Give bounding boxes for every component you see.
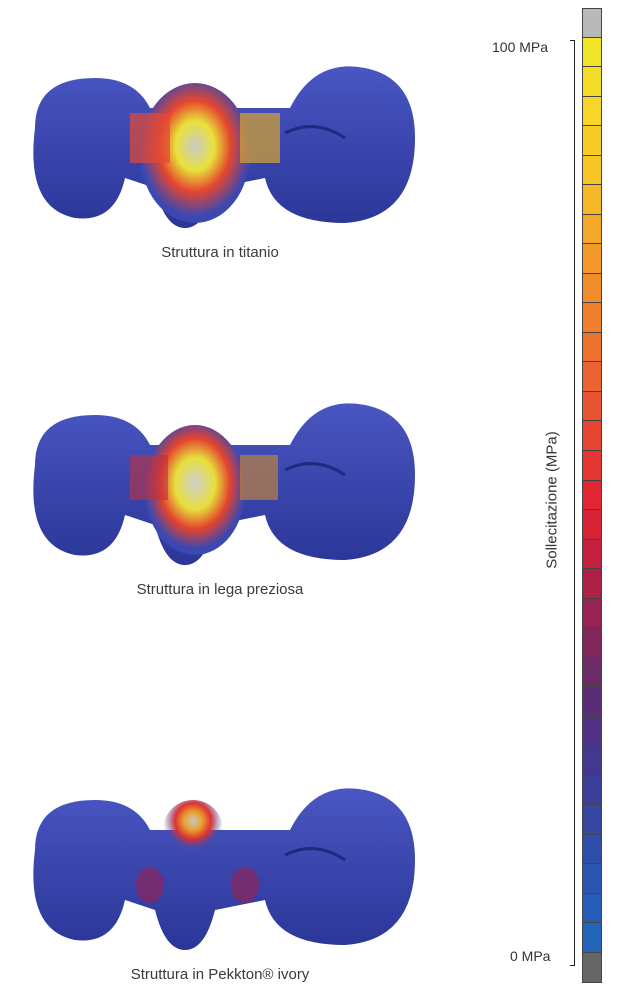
scale-min-label: 0 MPa: [510, 948, 551, 964]
scale-swatch: [582, 569, 602, 599]
scale-axis-line: [574, 40, 575, 966]
scale-swatch: [582, 628, 602, 658]
scale-swatch: [582, 657, 602, 688]
scale-swatch: [582, 480, 602, 511]
scale-swatch: [582, 805, 602, 835]
scale-swatch: [582, 126, 602, 156]
scale-swatch: [582, 716, 602, 747]
panel-caption: Struttura in titanio: [161, 244, 279, 261]
scale-swatch: [582, 214, 602, 245]
scale-swatch: [582, 96, 602, 127]
scale-swatch: [582, 332, 602, 363]
scale-swatch: [582, 775, 602, 806]
panel-pekkton: Struttura in Pekkton® ivory: [0, 760, 440, 983]
scale-swatch: [582, 37, 602, 68]
scale-swatch: [582, 362, 602, 392]
scale-swatch: [582, 391, 602, 422]
scale-tick-top: [570, 40, 575, 41]
scale-swatch: [582, 923, 602, 953]
scale-swatch: [582, 155, 602, 186]
panel-caption: Struttura in Pekkton® ivory: [130, 966, 310, 983]
scale-swatch: [582, 687, 602, 717]
bridge-titanium-image: [33, 66, 415, 228]
bridge-precious-alloy-image: [33, 403, 415, 565]
bridge-pekkton-image: [33, 788, 415, 950]
scale-swatch: [582, 303, 602, 333]
scale-swatch: [582, 598, 602, 629]
scale-swatch: [582, 450, 602, 481]
scale-tick-bottom: [570, 965, 575, 966]
panel-caption: Struttura in lega preziosa: [136, 581, 304, 598]
scale-swatch: [582, 421, 602, 451]
scale-swatch: [582, 893, 602, 924]
scale-swatch: [582, 864, 602, 894]
scale-swatch: [582, 746, 602, 776]
stress-color-scale: [582, 8, 602, 983]
scale-max-label: 100 MPa: [492, 39, 549, 55]
scale-swatch: [582, 834, 602, 865]
scale-swatch: [582, 244, 602, 274]
scale-swatch: [582, 67, 602, 97]
panel-precious-alloy: Struttura in lega preziosa: [0, 375, 440, 598]
panel-titanium: Struttura in titanio: [0, 38, 440, 261]
scale-swatch: [582, 185, 602, 215]
scale-swatch: [582, 8, 602, 38]
scale-axis-label: Sollecitazione (MPa): [543, 431, 561, 569]
scale-swatch: [582, 273, 602, 304]
scale-swatch: [582, 953, 602, 983]
scale-swatch: [582, 539, 602, 570]
scale-swatch: [582, 510, 602, 540]
